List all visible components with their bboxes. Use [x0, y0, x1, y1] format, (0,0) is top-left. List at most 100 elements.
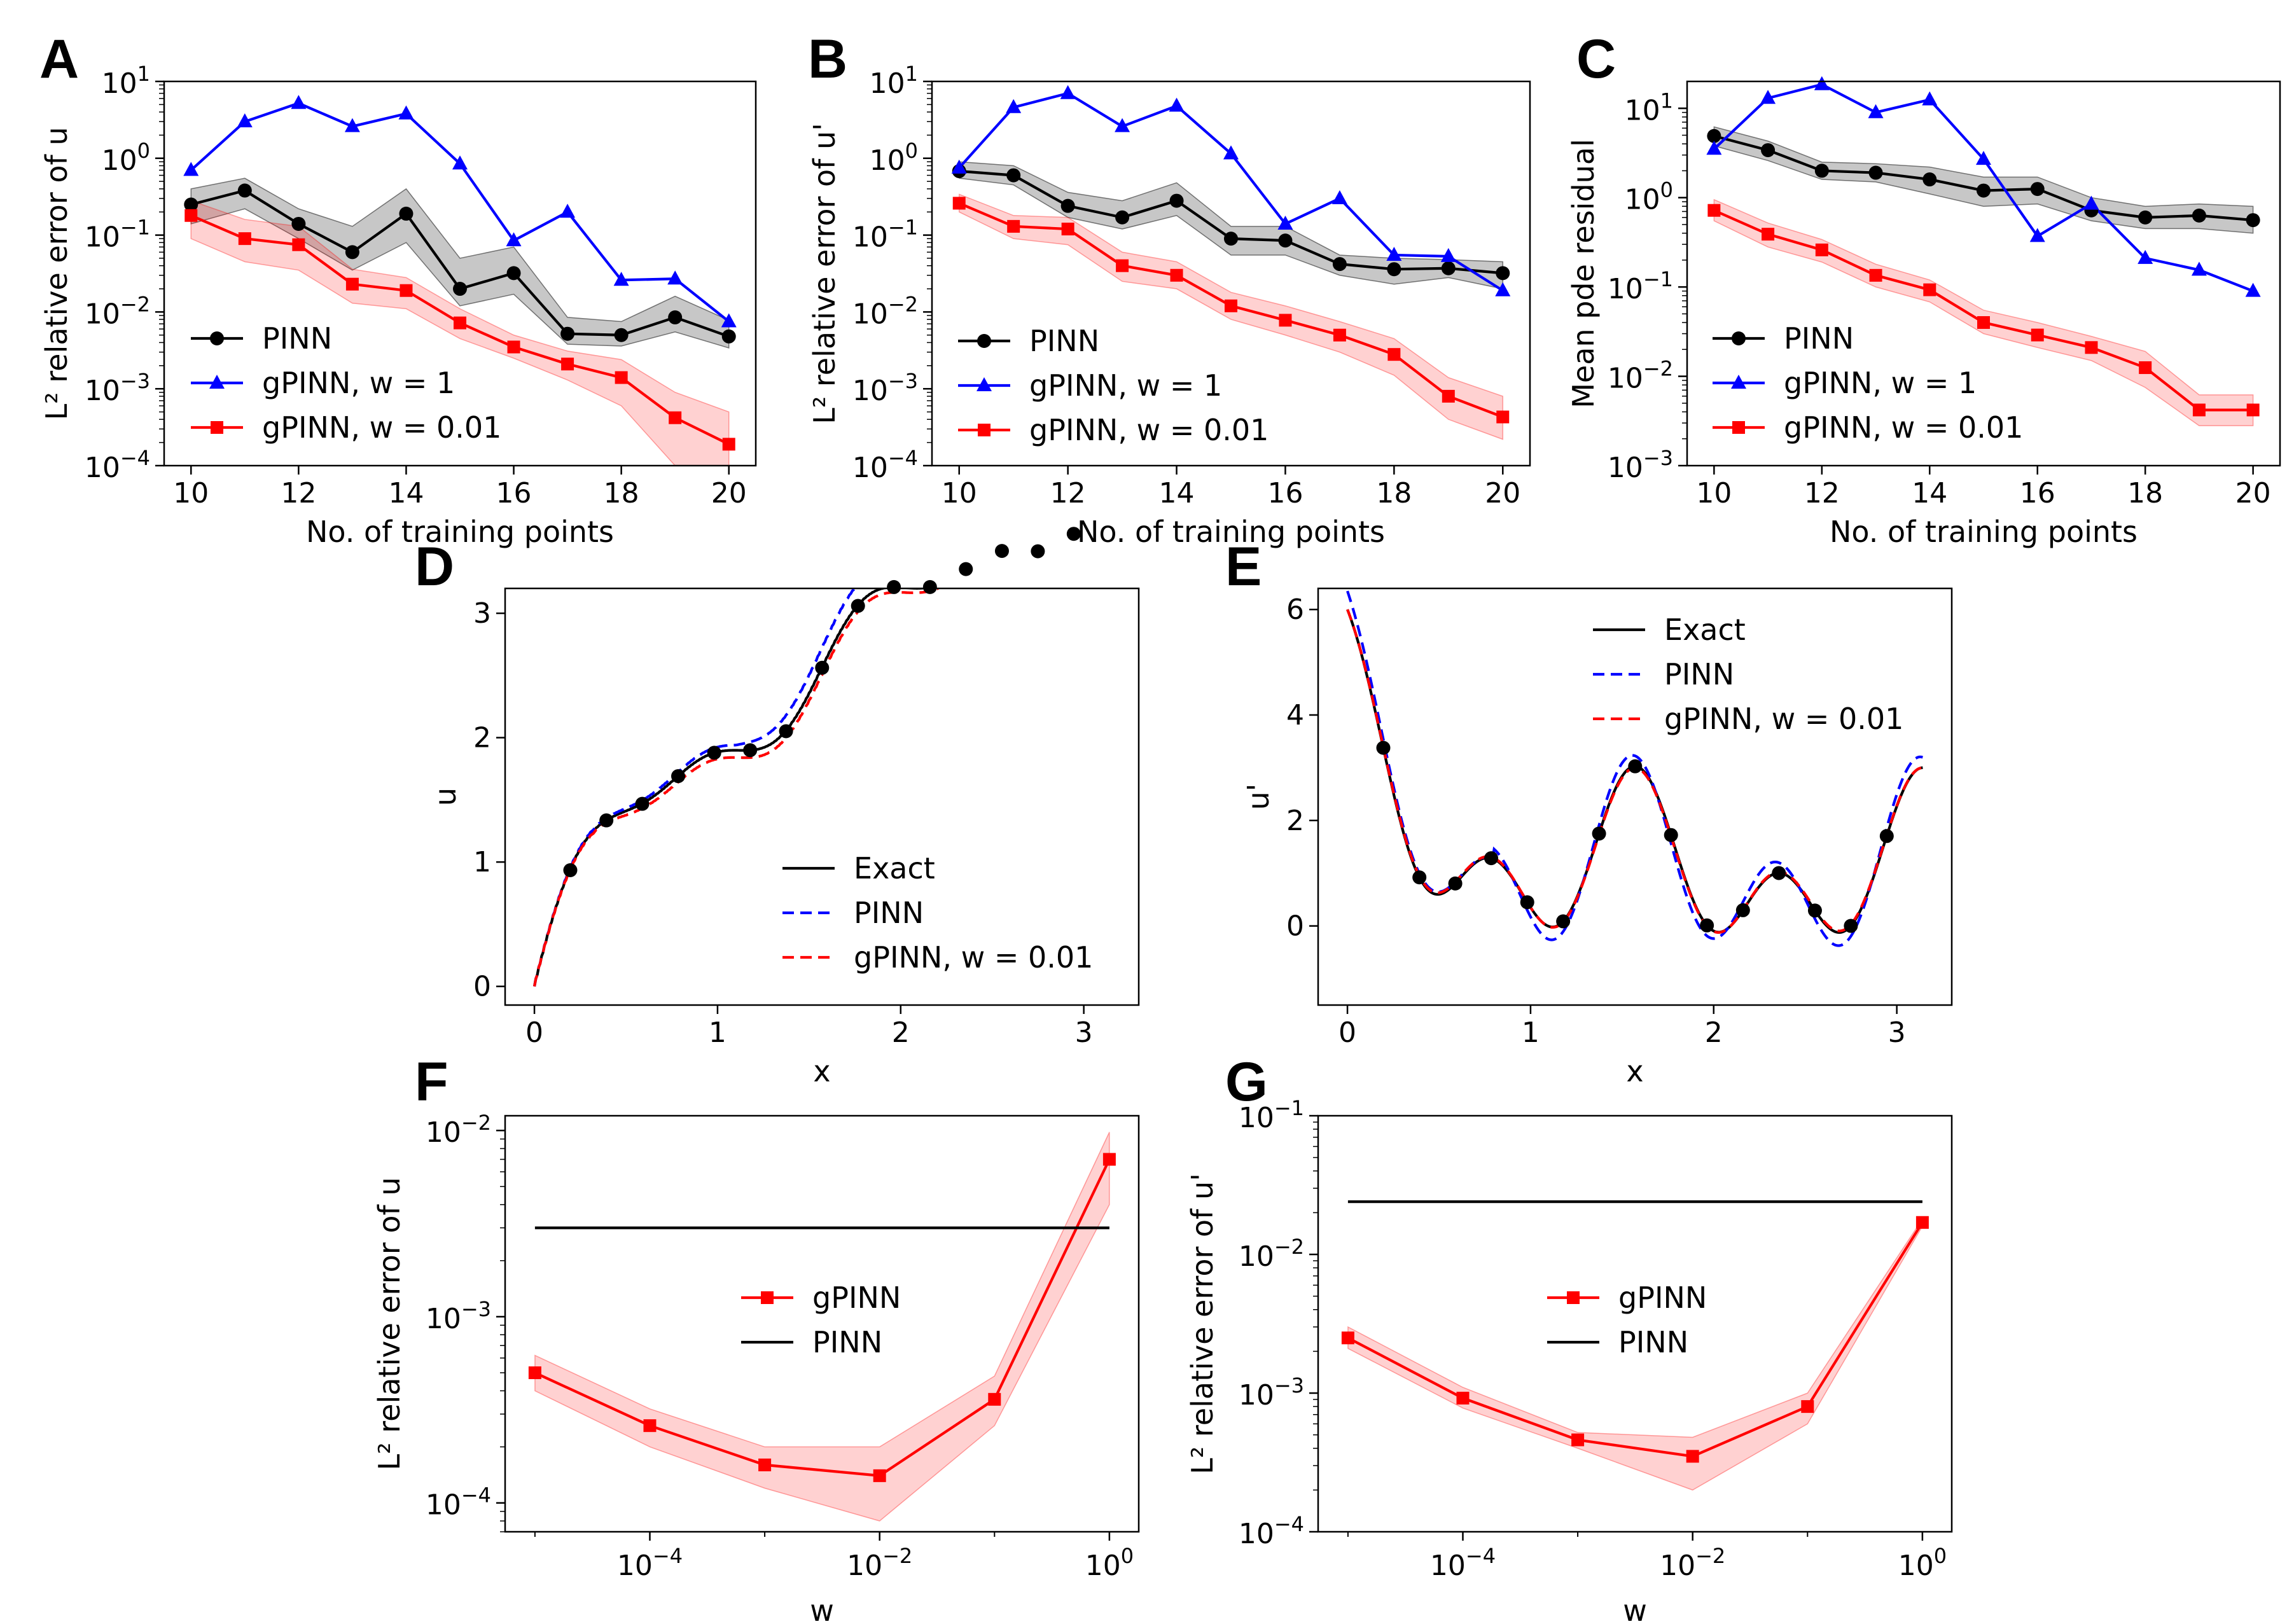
- x-tick-label: 10−4: [1430, 1544, 1496, 1582]
- legend-label: Exact: [854, 851, 935, 885]
- training-point: [1700, 918, 1714, 933]
- data-point: [2029, 228, 2045, 242]
- training-point: [1879, 829, 1894, 843]
- legend-label: PINN: [1664, 657, 1734, 691]
- x-tick-label: 10: [942, 477, 977, 510]
- legend-label: gPINN, w = 1: [1029, 368, 1222, 403]
- training-point: [1066, 527, 1081, 541]
- y-tick-label: 101: [102, 62, 150, 100]
- training-point: [1628, 759, 1643, 774]
- y-tick-label: 101: [1625, 88, 1673, 127]
- data-point: [238, 232, 251, 246]
- y-tick-label: 10−4: [426, 1483, 491, 1522]
- data-point: [1006, 99, 1022, 113]
- y-tick-label: 10−3: [426, 1297, 491, 1335]
- data-point: [873, 1469, 886, 1482]
- axes-frame: [163, 80, 757, 467]
- legend-label: gPINN, w = 0.01: [854, 940, 1093, 975]
- data-point: [2083, 195, 2099, 210]
- y-tick-label: 4: [1286, 699, 1304, 732]
- x-tick-label: 1: [1522, 1017, 1540, 1049]
- legend-label: PINN: [854, 896, 924, 930]
- y-tick-label: 10−1: [1608, 267, 1673, 305]
- data-point: [2192, 208, 2206, 223]
- y-tick-label: 100: [870, 139, 918, 177]
- y-tick-label: 2: [1286, 805, 1304, 837]
- x-tick-label: 14: [388, 477, 424, 510]
- legend-label: Exact: [1664, 613, 1746, 647]
- legend-label: PINN: [1784, 321, 1854, 356]
- x-tick-label: 20: [1485, 477, 1520, 510]
- x-axis-label: w: [810, 1593, 834, 1624]
- panel-letter: D: [415, 536, 454, 597]
- panel-d: D 0 1 2 3 0 1 2 3 x u Exact PINN gPINN, w = 0.01: [415, 527, 1140, 1088]
- x-tick-label: 18: [1376, 477, 1412, 510]
- data-point: [1814, 163, 1829, 178]
- series-line: [532, 588, 942, 987]
- x-axis-label: No. of training points: [1077, 515, 1385, 549]
- legend-label: gPINN, w = 0.01: [1664, 702, 1903, 736]
- y-axis-label: L² relative error of u: [39, 127, 74, 420]
- training-point: [671, 769, 686, 784]
- data-point: [1923, 283, 1936, 296]
- data-point: [669, 411, 682, 424]
- panel-f: F 10−4 10−2 100 10−4 10−3 10−2 w L² relative err…: [372, 1051, 1140, 1624]
- data-point: [1060, 85, 1076, 99]
- x-tick-label: 14: [1159, 477, 1195, 510]
- data-point: [506, 232, 522, 247]
- x-tick-label: 10−2: [847, 1544, 912, 1582]
- legend-label: gPINN: [812, 1280, 901, 1315]
- y-tick-label: 6: [1286, 593, 1304, 626]
- data-point: [184, 197, 198, 212]
- x-tick-label: 0: [1338, 1017, 1356, 1049]
- x-tick-label: 10−2: [1660, 1544, 1725, 1582]
- data-point: [721, 313, 737, 328]
- y-tick-label: 3: [473, 597, 491, 630]
- data-point: [1456, 1391, 1470, 1405]
- data-point: [1341, 1331, 1354, 1345]
- y-tick-label: 10−3: [852, 369, 918, 407]
- y-tick-label: 2: [473, 722, 491, 754]
- training-point: [1412, 870, 1427, 885]
- data-point: [1868, 165, 1883, 180]
- panel-letter: G: [1225, 1051, 1268, 1113]
- data-point: [2245, 282, 2261, 297]
- x-tick-label: 100: [1898, 1544, 1947, 1582]
- legend-label: gPINN, w = 1: [262, 366, 455, 400]
- legend-label: gPINN: [1618, 1280, 1707, 1315]
- confidence-band: [1713, 198, 2254, 426]
- data-point: [1060, 198, 1075, 213]
- axes-frame: [1686, 80, 2281, 467]
- training-point: [743, 743, 758, 758]
- x-tick-label: 12: [1050, 477, 1086, 510]
- data-point: [1006, 168, 1021, 183]
- legend-marker: [761, 1291, 774, 1304]
- axes-frame: [504, 587, 1140, 1006]
- x-tick-label: 3: [1888, 1017, 1906, 1049]
- panel-e: E 0 1 2 3 0 2 4 6 x u' Exact PINN gPINN, w = 0.01: [1225, 536, 1953, 1088]
- data-point: [2246, 403, 2260, 417]
- x-tick-label: 0: [525, 1017, 543, 1049]
- panel-letter: A: [39, 29, 79, 90]
- y-tick-label: 10−3: [1239, 1373, 1304, 1412]
- x-tick-label: 18: [2127, 477, 2163, 510]
- data-point: [1922, 91, 1938, 106]
- data-point: [1762, 228, 1775, 241]
- data-point: [1386, 246, 1402, 261]
- x-tick-label: 12: [281, 477, 316, 510]
- training-point: [1448, 876, 1463, 891]
- data-point: [1496, 410, 1510, 424]
- legend-label: PINN: [262, 321, 332, 356]
- training-point: [1031, 544, 1045, 559]
- data-point: [1169, 193, 1184, 208]
- data-point: [1707, 128, 1721, 143]
- y-tick-label: 100: [1625, 178, 1673, 216]
- data-point: [184, 209, 198, 222]
- data-point: [345, 245, 359, 260]
- data-point: [344, 118, 360, 132]
- series-line: [532, 588, 930, 987]
- y-tick-label: 10−1: [1239, 1096, 1304, 1134]
- confidence-band: [958, 193, 1504, 440]
- data-point: [721, 329, 736, 344]
- training-point: [994, 544, 1009, 559]
